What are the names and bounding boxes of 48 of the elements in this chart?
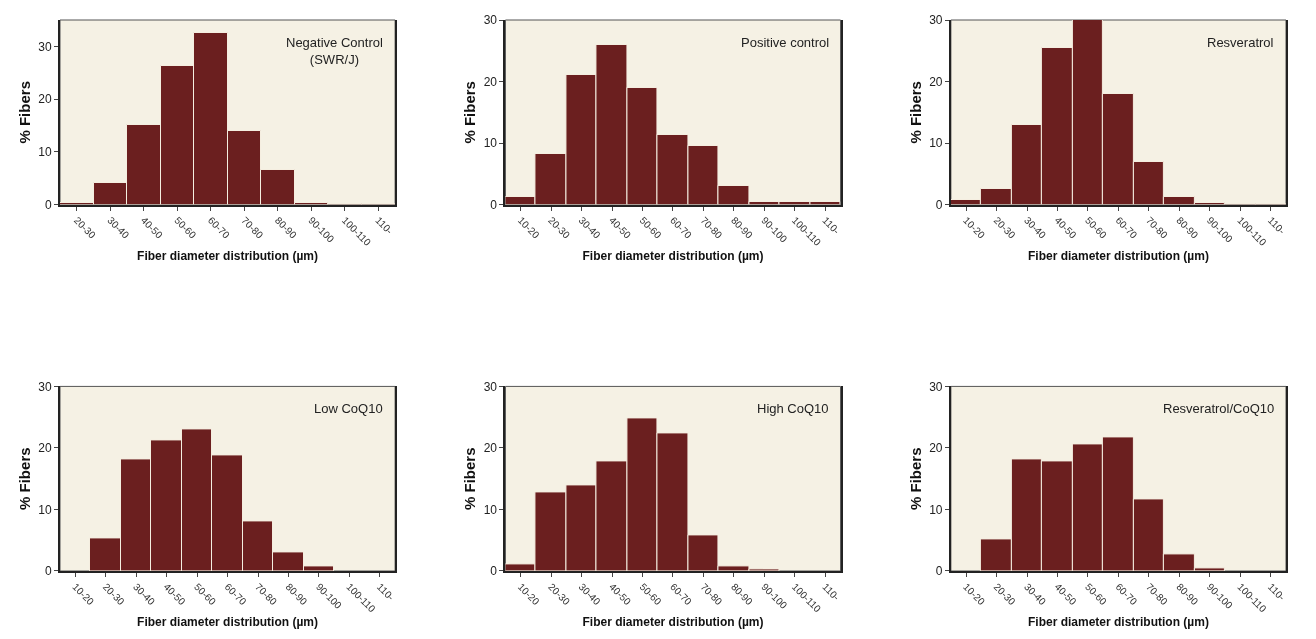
annotation: High CoQ10: [757, 401, 829, 416]
y-tick-label: 30: [483, 13, 498, 28]
y-tick-label: 10: [38, 502, 52, 517]
annotation: Positive control: [741, 35, 830, 50]
y-tick-label: 30: [929, 379, 943, 394]
annotation: Resveratrol: [1207, 35, 1274, 50]
x-tick-label: 110-: [1265, 581, 1288, 603]
x-tick-label: 110-: [820, 581, 842, 603]
y-tick-label: 20: [929, 441, 943, 456]
y-tick-label: 0: [490, 564, 498, 579]
y-tick-label: 30: [38, 379, 52, 394]
y-tick-label: 10: [929, 136, 943, 151]
x-axis-title: Fiber diameter distribution (µm): [137, 615, 319, 630]
y-tick-label: 30: [38, 39, 52, 54]
y-tick-label: 0: [44, 197, 52, 212]
x-tick-label: 110-: [373, 214, 395, 237]
y-tick-label: 0: [935, 197, 943, 212]
y-axis-title: % Fibers: [15, 447, 33, 510]
annotation: Low CoQ10: [314, 401, 383, 416]
y-tick-label: 30: [929, 13, 943, 28]
x-axis-title: Fiber diameter distribution (µm): [1027, 248, 1209, 263]
y-axis-title: % Fibers: [906, 447, 924, 510]
y-tick-label: 20: [38, 92, 52, 107]
annotation: Negative Control (SWR/J): [286, 35, 383, 67]
x-axis-title: Fiber diameter distribution (µm): [582, 615, 764, 630]
y-tick-label: 30: [483, 379, 498, 394]
y-axis-title: % Fibers: [461, 81, 479, 144]
y-tick-label: 0: [935, 564, 943, 579]
y-tick-label: 10: [38, 145, 52, 160]
y-tick-label: 20: [483, 441, 498, 456]
x-axis-title: Fiber diameter distribution (µm): [137, 248, 319, 263]
y-tick-label: 20: [38, 441, 52, 456]
y-axis-title: % Fibers: [461, 447, 479, 510]
y-tick-label: 10: [483, 136, 498, 151]
y-tick-label: 10: [929, 502, 943, 517]
x-axis-title: Fiber diameter distribution (µm): [1027, 615, 1209, 630]
x-axis-title: Fiber diameter distribution (µm): [582, 248, 764, 263]
y-tick-label: 20: [929, 74, 943, 89]
annotation: Resveratrol/CoQ10: [1163, 401, 1275, 416]
y-tick-label: 10: [483, 502, 498, 517]
x-tick-label: 110-: [374, 581, 397, 603]
y-axis-title: % Fibers: [15, 81, 33, 144]
y-tick-label: 20: [483, 74, 498, 89]
y-tick-label: 0: [44, 564, 52, 579]
y-tick-label: 0: [490, 197, 498, 212]
x-tick-label: 110-: [1265, 214, 1288, 237]
y-axis-title: % Fibers: [906, 81, 924, 144]
x-tick-label: 110-: [820, 214, 842, 237]
